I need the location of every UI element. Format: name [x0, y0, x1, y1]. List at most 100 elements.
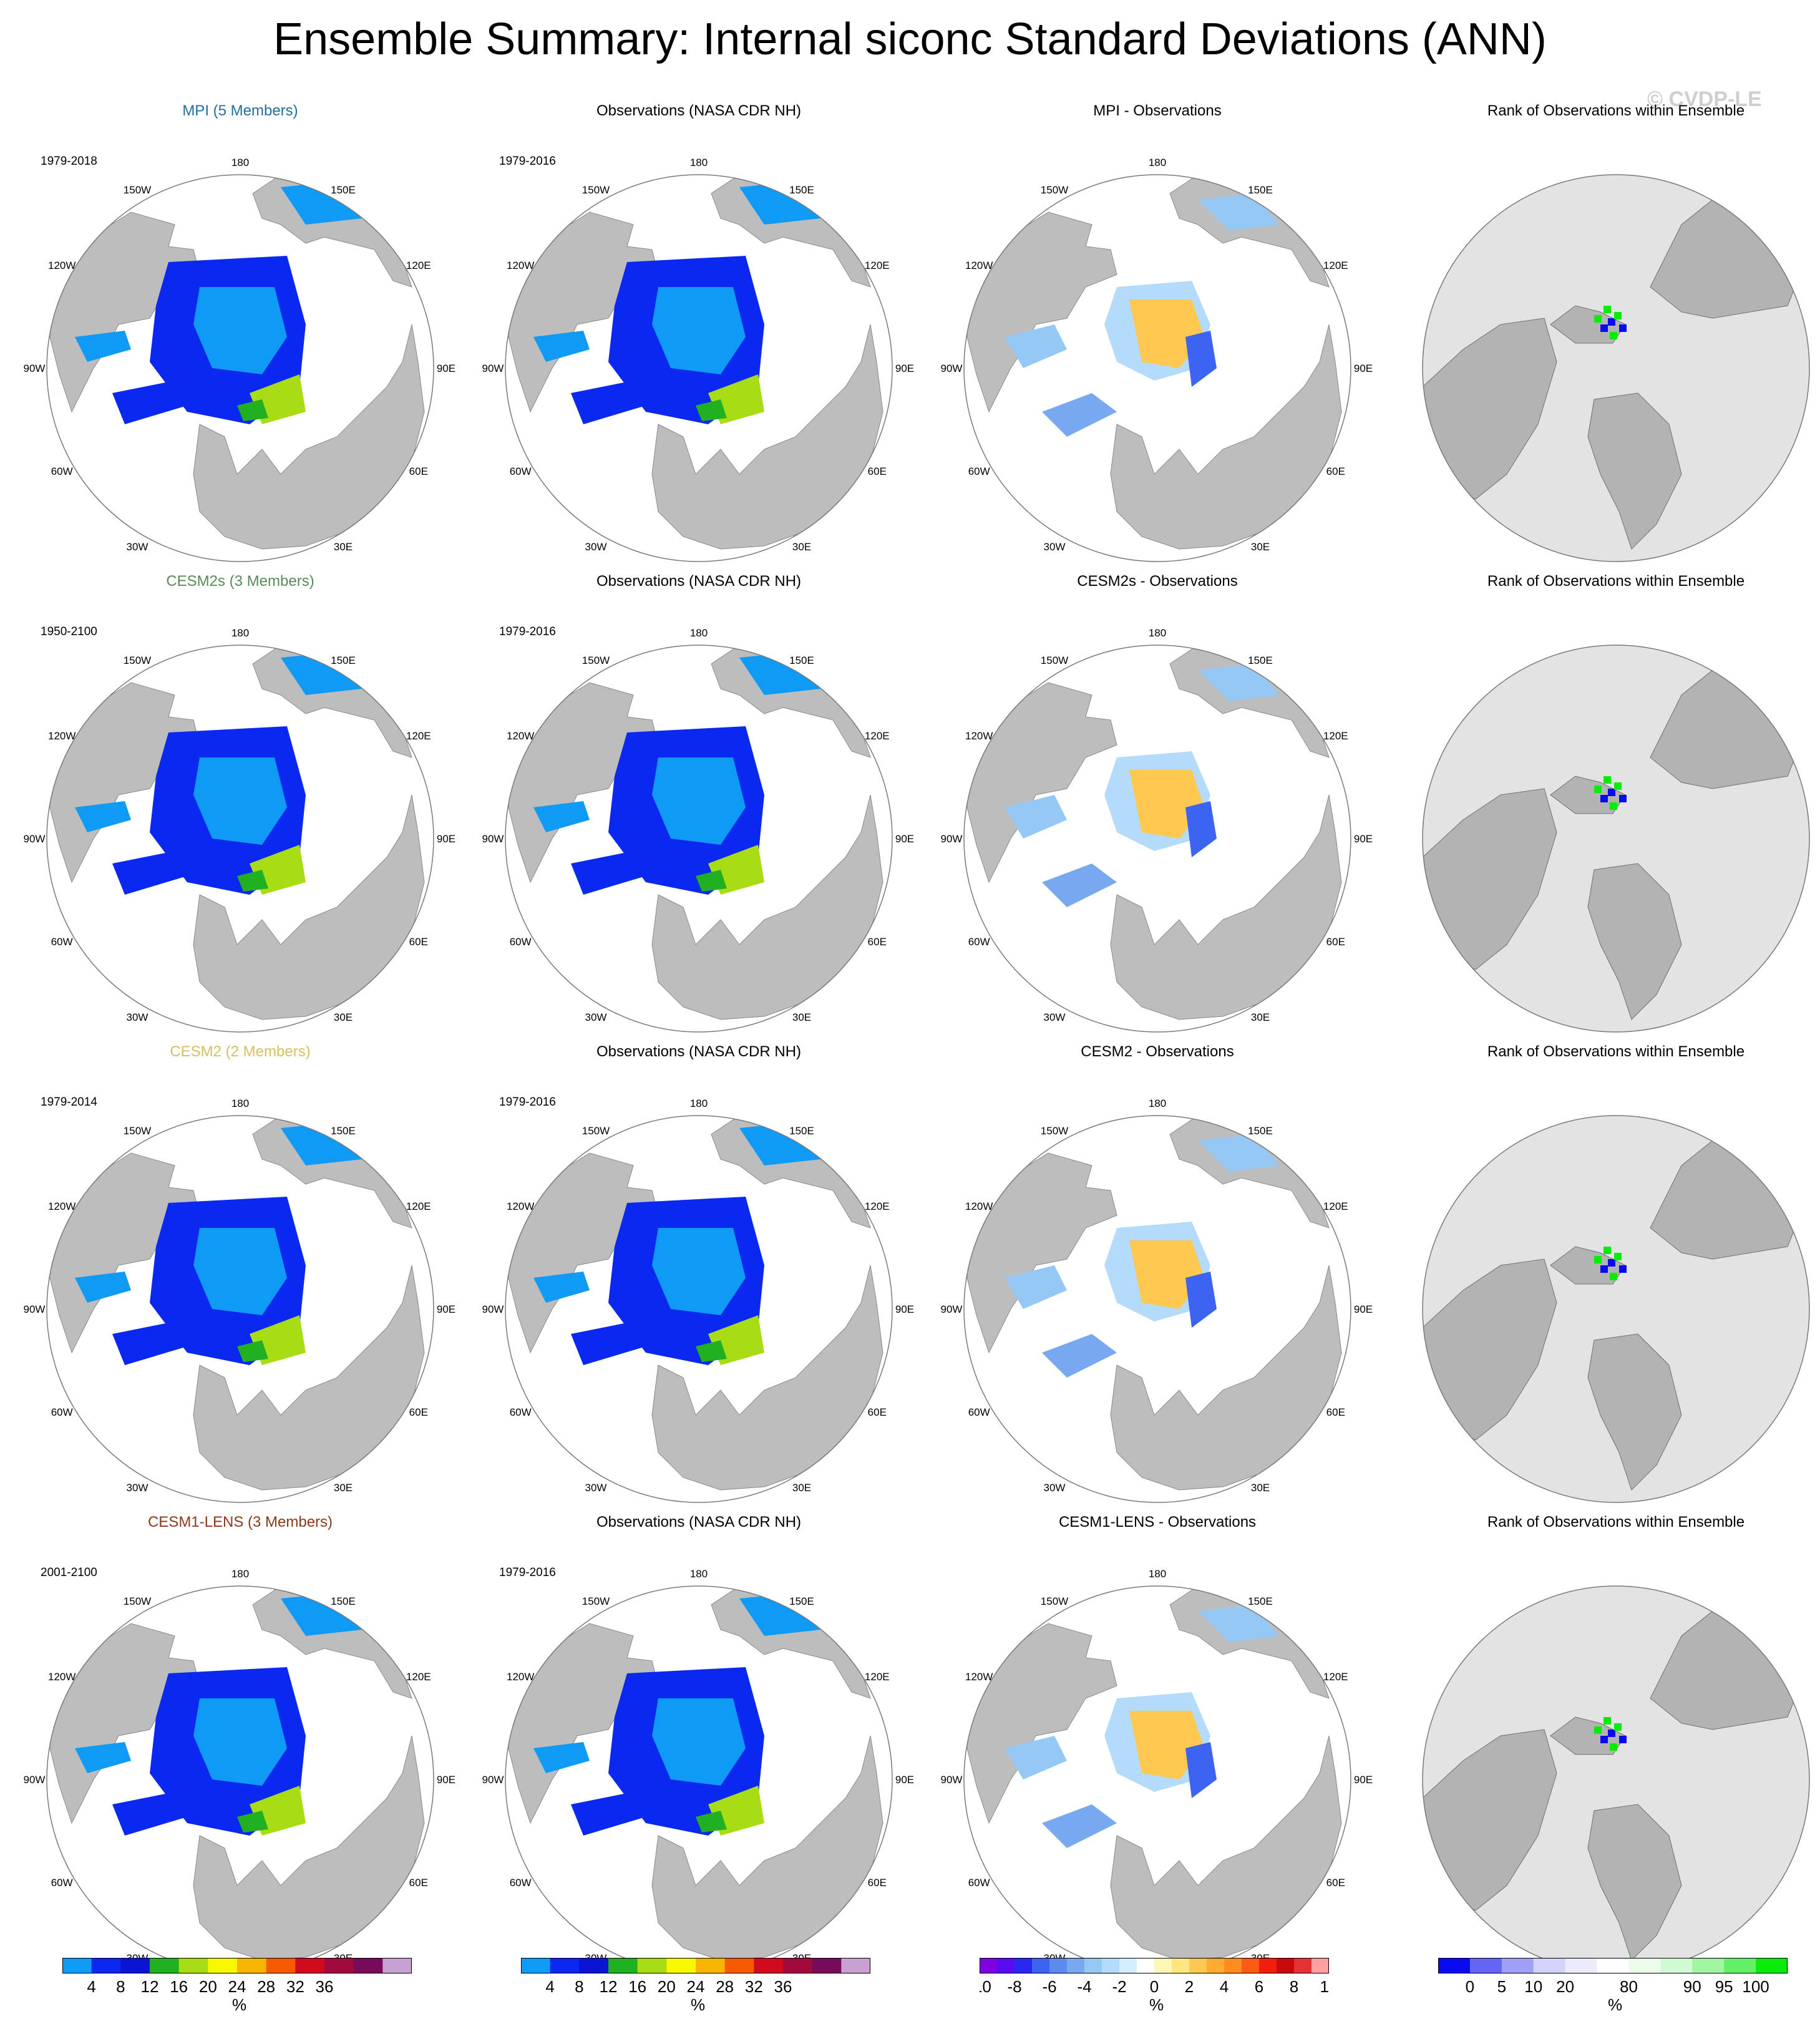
- longitude-label: 180: [231, 1097, 249, 1109]
- colorbar-swatch: [1102, 1958, 1120, 1973]
- polar-map: 180150E120E90E60E30E030W60W90W120W150W: [24, 1097, 455, 1503]
- longitude-label: 30E: [1251, 1011, 1270, 1023]
- panel-title: Rank of Observations within Ensemble: [1487, 573, 1745, 590]
- polar-map: 180150E120E90E60E30E030W60W90W120W150W: [24, 627, 455, 1033]
- colorbar-tick-label: 4: [87, 1977, 95, 1995]
- colorbar-unit: %: [1608, 1995, 1623, 2014]
- panel-title: MPI (5 Members): [182, 102, 298, 119]
- longitude-label: 150W: [1041, 1125, 1068, 1137]
- colorbar-tick-label: -10: [980, 1977, 991, 1995]
- panel-title: Observations (NASA CDR NH): [596, 102, 802, 119]
- longitude-label: 150W: [124, 184, 151, 196]
- colorbar-swatch: [1049, 1958, 1068, 1973]
- colorbar-swatch: [1189, 1958, 1207, 1973]
- colorbar-swatch: [1501, 1958, 1534, 1973]
- longitude-label: 120W: [507, 1671, 534, 1683]
- longitude-label: 180: [1149, 157, 1166, 168]
- colorbar-swatch: [637, 1958, 667, 1973]
- longitude-label: 120E: [1323, 1671, 1348, 1683]
- colorbar-tick-label: 95: [1715, 1977, 1733, 1995]
- colorbar-swatch: [841, 1958, 870, 1973]
- colorbar-swatch: [783, 1958, 813, 1973]
- map-boundary: [505, 174, 893, 562]
- observations-panel: Observations (NASA CDR NH) 1979-2016 180 15…: [471, 570, 927, 1038]
- longitude-label: 120W: [965, 260, 993, 271]
- colorbar-tick-label: 5: [1497, 1977, 1506, 1995]
- longitude-label: 120E: [865, 1200, 890, 1212]
- colorbar-swatch: [696, 1958, 726, 1973]
- panel-title: MPI - Observations: [1093, 102, 1222, 119]
- longitude-label: 90E: [895, 363, 914, 374]
- land-mass: [49, 1116, 425, 1491]
- longitude-label: 90W: [941, 833, 963, 845]
- colorbar-swatch: [1597, 1958, 1629, 1973]
- colorbar-swatch: [608, 1958, 638, 1973]
- polar-map: 180150E120E90E60E30E030W60W90W120W150W: [24, 157, 455, 562]
- colorbar-swatch: [1154, 1958, 1172, 1973]
- ensemble-panel: CESM1-LENS (3 Members) 2001-2100 180 150E 12…: [12, 1511, 468, 1979]
- longitude-label: 30W: [585, 1482, 607, 1494]
- panel-title: Observations (NASA CDR NH): [596, 1043, 802, 1060]
- longitude-label: 30W: [585, 1011, 607, 1023]
- longitude-label: 150E: [1248, 184, 1273, 196]
- longitude-label: 60W: [51, 1877, 73, 1889]
- map-boundary: [46, 174, 434, 562]
- longitude-label: 60W: [51, 465, 73, 477]
- longitude-label: 180: [231, 1568, 249, 1580]
- colorbar-swatch: [1084, 1958, 1102, 1973]
- longitude-label: 180: [231, 627, 249, 639]
- period-label: 1979-2016: [499, 1096, 556, 1109]
- rank-field: [1594, 776, 1627, 810]
- longitude-label: 60W: [968, 1877, 990, 1889]
- land-mass: [966, 1586, 1342, 1961]
- period-label: 2001-2100: [41, 1566, 97, 1579]
- period-label: 1950-2100: [41, 625, 97, 638]
- longitude-label: 90W: [482, 1774, 504, 1786]
- colorbar-tick-label: 6: [1255, 1977, 1263, 1995]
- difference-field: [1005, 1605, 1279, 1848]
- polar-map: 180150E120E90E60E30E030W60W90W120W150W: [482, 627, 914, 1033]
- land-mass: [1423, 1134, 1801, 1491]
- period-label: 1979-2016: [499, 1566, 556, 1579]
- colorbar-swatch: [1067, 1958, 1085, 1973]
- colorbar-tick-label: 36: [316, 1977, 334, 1995]
- colorbar-swatch: [150, 1958, 180, 1973]
- colorbar-unit: %: [1149, 1995, 1164, 2014]
- longitude-label: 60E: [868, 936, 887, 948]
- colorbar-graphic: -10 -8 -6 -4 -2 0 2 4 6 8 10: [980, 1958, 1329, 1995]
- colorbar-swatch: [208, 1958, 238, 1973]
- colorbar-swatch: [1469, 1958, 1502, 1973]
- longitude-label: 30W: [127, 1482, 148, 1494]
- polar-map: 180150E120E90E60E30E030W60W90W120W150W: [941, 1568, 1373, 1973]
- colorbar-swatch: [754, 1958, 784, 1973]
- longitude-label: 60E: [868, 465, 887, 477]
- longitude-label: 90W: [941, 1774, 963, 1786]
- panel-title: Observations (NASA CDR NH): [596, 573, 802, 590]
- colorbar-swatch: [579, 1958, 609, 1973]
- colorbar-swatch: [1224, 1958, 1242, 1973]
- map-body: [1423, 645, 1809, 1032]
- longitude-label: 30E: [792, 541, 811, 553]
- longitude-label: 120E: [865, 260, 890, 271]
- polar-map: [1422, 174, 1810, 562]
- longitude-label: 150W: [1041, 184, 1068, 196]
- rank-field: [1594, 1717, 1627, 1751]
- longitude-label: 60E: [868, 1877, 887, 1889]
- polar-map: 180150E120E90E60E30E030W60W90W120W150W: [482, 1568, 914, 1973]
- colorbar-swatch: [91, 1958, 121, 1973]
- colorbar-tick-label: 36: [774, 1977, 792, 1995]
- longitude-label: 150E: [331, 1595, 356, 1607]
- map-body: [505, 1586, 892, 1973]
- map-boundary: [505, 1115, 893, 1503]
- land-mass: [1423, 663, 1801, 1020]
- difference-field: [1005, 193, 1279, 437]
- longitude-label: 120E: [1323, 1200, 1348, 1212]
- colorbar-tick-label: 0: [1466, 1977, 1474, 1995]
- polar-map: 180150E120E90E60E30E030W60W90W120W150W: [24, 1568, 455, 1973]
- colorbar-swatch: [1724, 1958, 1756, 1973]
- colorbar-tick-label: -2: [1112, 1977, 1126, 1995]
- longitude-label: 60E: [409, 936, 428, 948]
- longitude-label: 120W: [965, 1671, 993, 1683]
- longitude-label: 150W: [1041, 654, 1068, 666]
- colorbar-swatch: [324, 1958, 354, 1973]
